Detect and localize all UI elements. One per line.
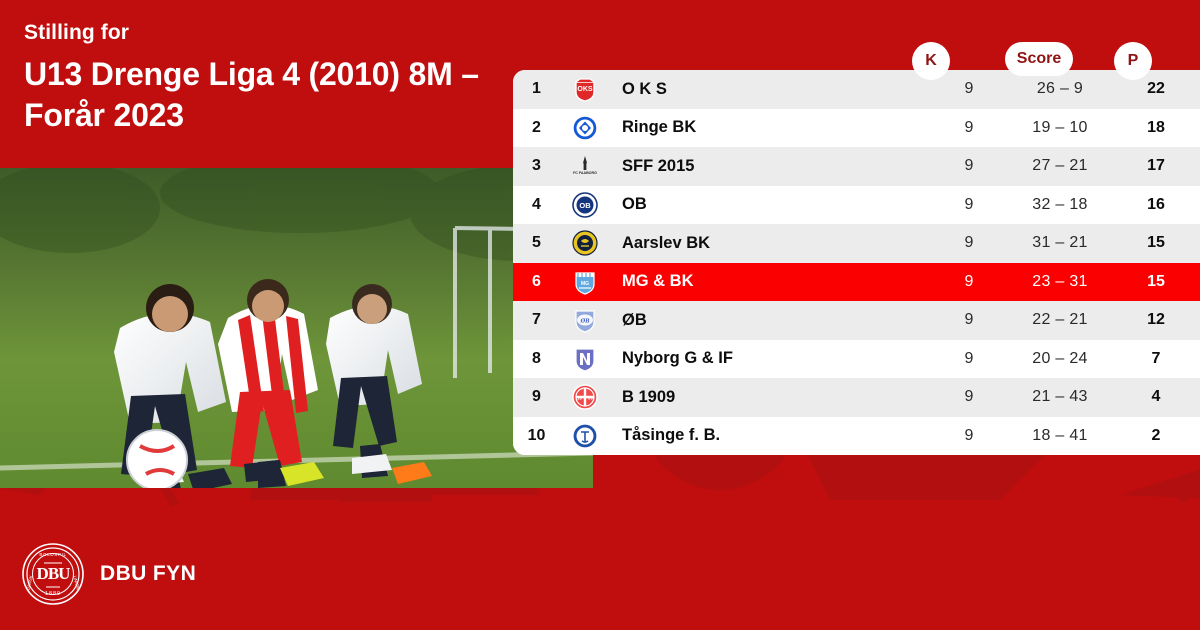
header-block: Stilling for U13 Drenge Liga 4 (2010) 8M… <box>24 18 524 136</box>
row-matches-played: 9 <box>964 157 974 175</box>
row-team-name: Nyborg G & IF <box>622 349 733 368</box>
ob-badge: OB <box>560 191 610 218</box>
row-matches-played: 9 <box>964 349 974 367</box>
row-position: 6 <box>532 272 541 290</box>
row-goal-score: 23 – 31 <box>1032 272 1088 290</box>
svg-text:UNION: UNION <box>72 575 80 590</box>
table-row[interactable]: 10 Tåsinge f. B. 9 18 – 41 2 <box>513 416 1200 455</box>
row-goal-score: 26 – 9 <box>1036 80 1084 98</box>
row-matches-played: 9 <box>964 272 974 290</box>
svg-text:FC FAABORG: FC FAABORG <box>573 171 597 175</box>
table-row[interactable]: 8 Nyborg G & IF 9 20 – 24 7 <box>513 339 1200 378</box>
row-team-name: ØB <box>622 310 647 329</box>
table-row[interactable]: 7 ØB ØB 9 22 – 21 12 <box>513 301 1200 340</box>
row-position: 3 <box>532 157 541 175</box>
row-goal-score: 18 – 41 <box>1032 426 1088 444</box>
header-kicker: Stilling for <box>24 21 130 44</box>
row-position: 4 <box>532 195 541 213</box>
row-goal-score: 32 – 18 <box>1032 195 1088 213</box>
svg-text:19: 19 <box>577 396 582 401</box>
column-header-score: Score <box>1005 42 1073 76</box>
row-position: 1 <box>532 80 541 98</box>
table-row[interactable]: 4 OB OB 9 32 – 18 16 <box>513 185 1200 224</box>
row-team-name: B 1909 <box>622 387 676 406</box>
b1909-badge: 19 09 <box>560 384 610 410</box>
row-goal-score: 19 – 10 <box>1032 118 1088 136</box>
table-row[interactable]: 2 Ringe BK 9 19 – 10 18 <box>513 108 1200 147</box>
match-photo <box>0 168 593 488</box>
ringe-bk-badge <box>560 115 610 141</box>
table-row[interactable]: 9 19 09 B 1909 9 21 – 43 4 <box>513 378 1200 417</box>
tasinge-badge <box>560 423 610 449</box>
svg-text:1889: 1889 <box>45 591 61 597</box>
row-team-name: Tåsinge f. B. <box>622 426 721 445</box>
row-points: 15 <box>1147 234 1165 252</box>
dbu-logo: DBU 1889 BOLDSPIL DANSK UNION <box>22 542 84 605</box>
row-points: 18 <box>1147 118 1165 136</box>
svg-text:09: 09 <box>588 396 593 401</box>
row-position: 2 <box>532 118 541 136</box>
ob-ø-badge: ØB <box>560 307 610 333</box>
standings-table: 1 OKS O K S 9 26 – 9 22 2 Ringe BK 9 19 – 10 18 3… <box>513 70 1200 455</box>
row-points: 2 <box>1151 426 1161 444</box>
page-title: U13 Drenge Liga 4 (2010) 8M – Forår 2023 <box>24 56 479 133</box>
table-row[interactable]: 5 Aarslev BK 9 31 – 21 15 <box>513 224 1200 263</box>
row-goal-score: 27 – 21 <box>1032 157 1088 175</box>
row-position: 9 <box>532 388 541 406</box>
row-team-name: Ringe BK <box>622 118 697 137</box>
footer-label: DBU FYN <box>100 561 197 585</box>
row-matches-played: 9 <box>964 80 974 98</box>
row-position: 7 <box>532 311 541 329</box>
row-team-name: SFF 2015 <box>622 156 695 175</box>
row-goal-score: 31 – 21 <box>1032 234 1088 252</box>
row-team-name: Aarslev BK <box>622 233 711 252</box>
row-position: 10 <box>527 426 546 444</box>
row-team-name: OB <box>622 195 647 214</box>
nyborg-badge <box>560 346 610 372</box>
svg-text:MG: MG <box>581 281 589 287</box>
row-team-name: O K S <box>622 79 667 98</box>
row-matches-played: 9 <box>964 195 974 213</box>
row-matches-played: 9 <box>964 311 974 329</box>
row-points: 17 <box>1147 157 1165 175</box>
svg-text:OKS: OKS <box>577 86 593 93</box>
row-position: 8 <box>532 349 541 367</box>
row-team-name: MG & BK <box>622 272 694 291</box>
mg-bk-badge: MG <box>560 269 610 295</box>
row-points: 4 <box>1151 388 1161 406</box>
row-points: 16 <box>1147 195 1165 213</box>
row-goal-score: 21 – 43 <box>1032 388 1088 406</box>
svg-text:DBU: DBU <box>37 564 71 583</box>
column-header-p: P <box>1114 42 1152 80</box>
row-matches-played: 9 <box>964 234 974 252</box>
row-matches-played: 9 <box>964 118 974 136</box>
svg-text:OB: OB <box>579 201 591 210</box>
row-goal-score: 22 – 21 <box>1032 311 1088 329</box>
row-points: 7 <box>1151 349 1161 367</box>
svg-text:DANSK: DANSK <box>26 574 34 590</box>
row-matches-played: 9 <box>964 426 974 444</box>
row-position: 5 <box>532 234 541 252</box>
sff-2015-badge: FC FAABORG <box>560 153 610 179</box>
oks-badge: OKS <box>560 76 610 102</box>
table-row[interactable]: 1 OKS O K S 9 26 – 9 22 <box>513 70 1200 109</box>
table-row[interactable]: 3 FC FAABORG SFF 2015 9 27 – 21 17 <box>513 147 1200 186</box>
row-goal-score: 20 – 24 <box>1032 349 1088 367</box>
aarslev-badge <box>560 230 610 256</box>
row-points: 12 <box>1147 311 1165 329</box>
row-points: 15 <box>1147 272 1165 290</box>
footer: DBU 1889 BOLDSPIL DANSK UNION DBU FYN <box>0 517 1200 630</box>
svg-text:BOLDSPIL: BOLDSPIL <box>39 552 66 557</box>
table-row[interactable]: 6 MG MG & BK 9 23 – 31 15 <box>513 262 1200 301</box>
svg-text:ØB: ØB <box>579 318 590 325</box>
row-matches-played: 9 <box>964 388 974 406</box>
column-header-k: K <box>912 42 950 80</box>
row-points: 22 <box>1147 80 1165 98</box>
